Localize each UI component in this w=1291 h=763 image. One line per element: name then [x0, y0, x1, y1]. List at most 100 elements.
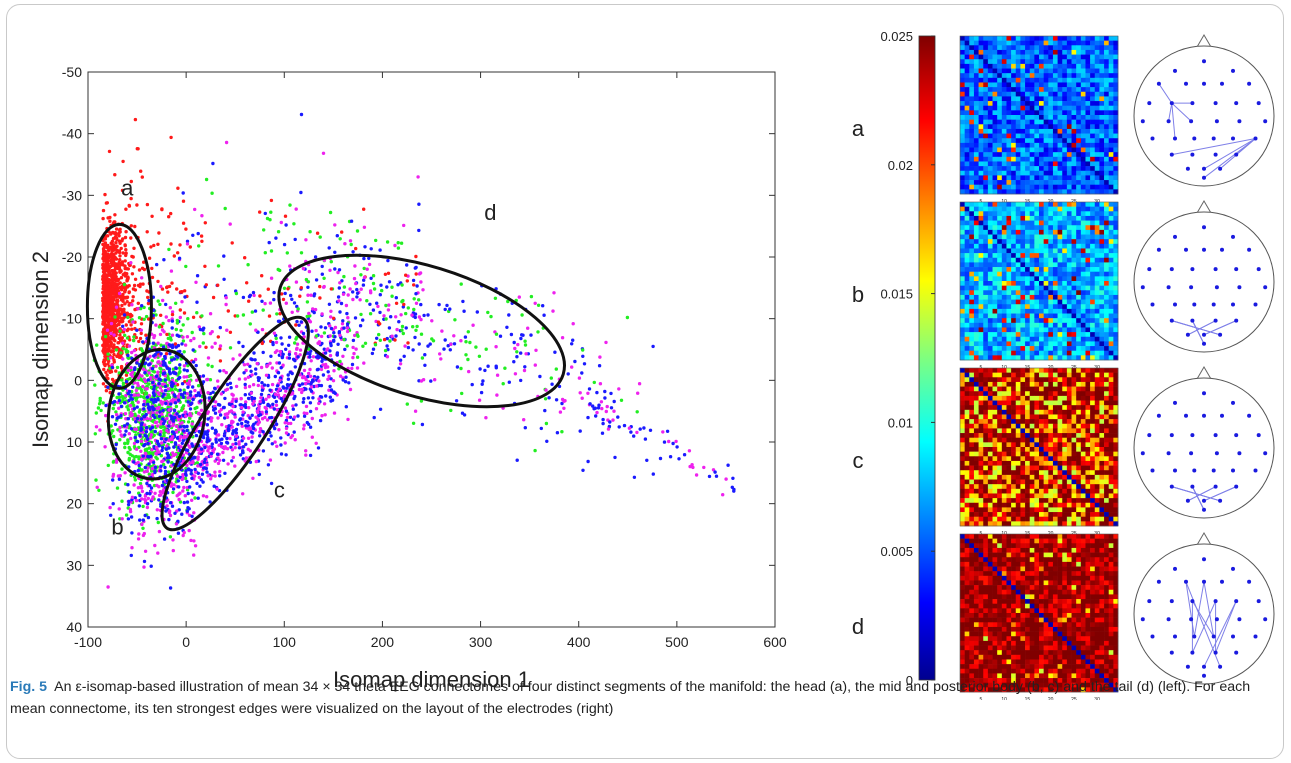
- data-point: [142, 402, 146, 407]
- data-point: [605, 404, 609, 409]
- data-point: [279, 413, 283, 418]
- data-point: [464, 353, 468, 357]
- heatmap-cell: [1052, 105, 1058, 111]
- data-point: [285, 251, 289, 255]
- data-point: [462, 309, 466, 313]
- data-point: [218, 359, 223, 363]
- data-point: [280, 292, 284, 296]
- data-point: [233, 415, 237, 419]
- data-point: [269, 434, 273, 438]
- heatmap-cell: [1006, 119, 1012, 125]
- data-point: [340, 322, 345, 326]
- data-point: [248, 364, 252, 368]
- data-point: [146, 454, 150, 459]
- heatmap-cell: [987, 110, 993, 116]
- data-point: [206, 435, 210, 440]
- data-point: [286, 421, 290, 426]
- data-point: [244, 424, 248, 428]
- data-point: [167, 215, 171, 219]
- heatmap-cell: [1011, 115, 1017, 120]
- data-point: [144, 430, 149, 434]
- data-point: [139, 388, 144, 392]
- data-point: [402, 302, 406, 307]
- data-point: [342, 285, 347, 289]
- data-point: [448, 307, 452, 311]
- data-point: [147, 382, 151, 386]
- data-point: [156, 299, 160, 303]
- data-point: [329, 326, 334, 331]
- data-point: [191, 444, 195, 448]
- data-point: [251, 383, 256, 387]
- heatmap-cell: [992, 110, 998, 116]
- colorbar-tick-label: 0: [906, 673, 913, 688]
- data-point: [323, 365, 328, 370]
- data-point: [208, 378, 213, 382]
- data-point: [134, 447, 139, 451]
- data-point: [160, 445, 165, 450]
- data-point: [269, 481, 274, 486]
- data-point: [171, 423, 175, 428]
- heatmap-cell: [973, 101, 979, 107]
- data-point: [175, 436, 180, 440]
- heatmap-cell: [983, 105, 989, 111]
- data-point: [402, 223, 406, 228]
- heatmap-cell: [983, 87, 989, 93]
- data-point: [222, 434, 227, 438]
- data-point: [135, 405, 139, 409]
- data-point: [342, 326, 346, 330]
- heatmap-cell: [1104, 68, 1110, 74]
- heatmap-cell: [1043, 124, 1049, 130]
- data-point: [578, 391, 582, 395]
- data-point: [95, 485, 99, 489]
- data-point: [349, 242, 353, 247]
- data-point: [194, 363, 198, 368]
- data-point: [275, 312, 279, 316]
- data-point: [106, 248, 111, 253]
- data-point: [314, 328, 318, 333]
- data-point: [345, 311, 349, 316]
- data-point: [286, 373, 290, 377]
- heatmap-cell: [1104, 36, 1110, 41]
- data-point: [251, 424, 255, 428]
- heatmap-cell: [1066, 73, 1072, 79]
- data-point: [157, 392, 161, 397]
- data-point: [300, 387, 305, 391]
- data-point: [154, 364, 158, 368]
- heatmap-cell: [969, 110, 975, 116]
- data-point: [171, 397, 175, 402]
- data-point: [124, 207, 128, 211]
- data-point: [346, 316, 350, 320]
- data-point: [288, 415, 293, 419]
- heatmap-cell: [1011, 87, 1017, 93]
- data-point: [258, 294, 262, 298]
- data-point: [311, 379, 315, 383]
- heatmap-cell: [1025, 124, 1031, 130]
- data-point: [365, 267, 369, 271]
- data-point: [268, 361, 272, 365]
- data-point: [169, 484, 173, 488]
- data-point: [336, 295, 341, 299]
- data-point: [138, 481, 143, 486]
- data-point: [138, 493, 142, 498]
- heatmap-cell: [997, 110, 1003, 116]
- data-point: [162, 359, 166, 364]
- data-point: [377, 332, 381, 337]
- data-point: [164, 437, 168, 441]
- x-tick-label: 600: [763, 634, 787, 650]
- data-point: [169, 135, 173, 140]
- colorbar: [918, 35, 936, 681]
- heatmap-cell: [1039, 115, 1044, 120]
- data-point: [536, 303, 541, 307]
- heatmap-cell: [1099, 36, 1105, 41]
- data-point: [123, 412, 128, 416]
- heatmap-cell: [1001, 77, 1007, 83]
- data-point: [341, 319, 345, 323]
- heatmap-cell: [1043, 82, 1049, 88]
- data-point: [178, 349, 182, 354]
- heatmap-cell: [1043, 45, 1049, 51]
- data-point: [338, 237, 342, 241]
- heatmap-cell: [1015, 36, 1021, 41]
- data-point: [182, 364, 187, 368]
- data-point: [200, 239, 204, 243]
- data-point: [128, 424, 132, 428]
